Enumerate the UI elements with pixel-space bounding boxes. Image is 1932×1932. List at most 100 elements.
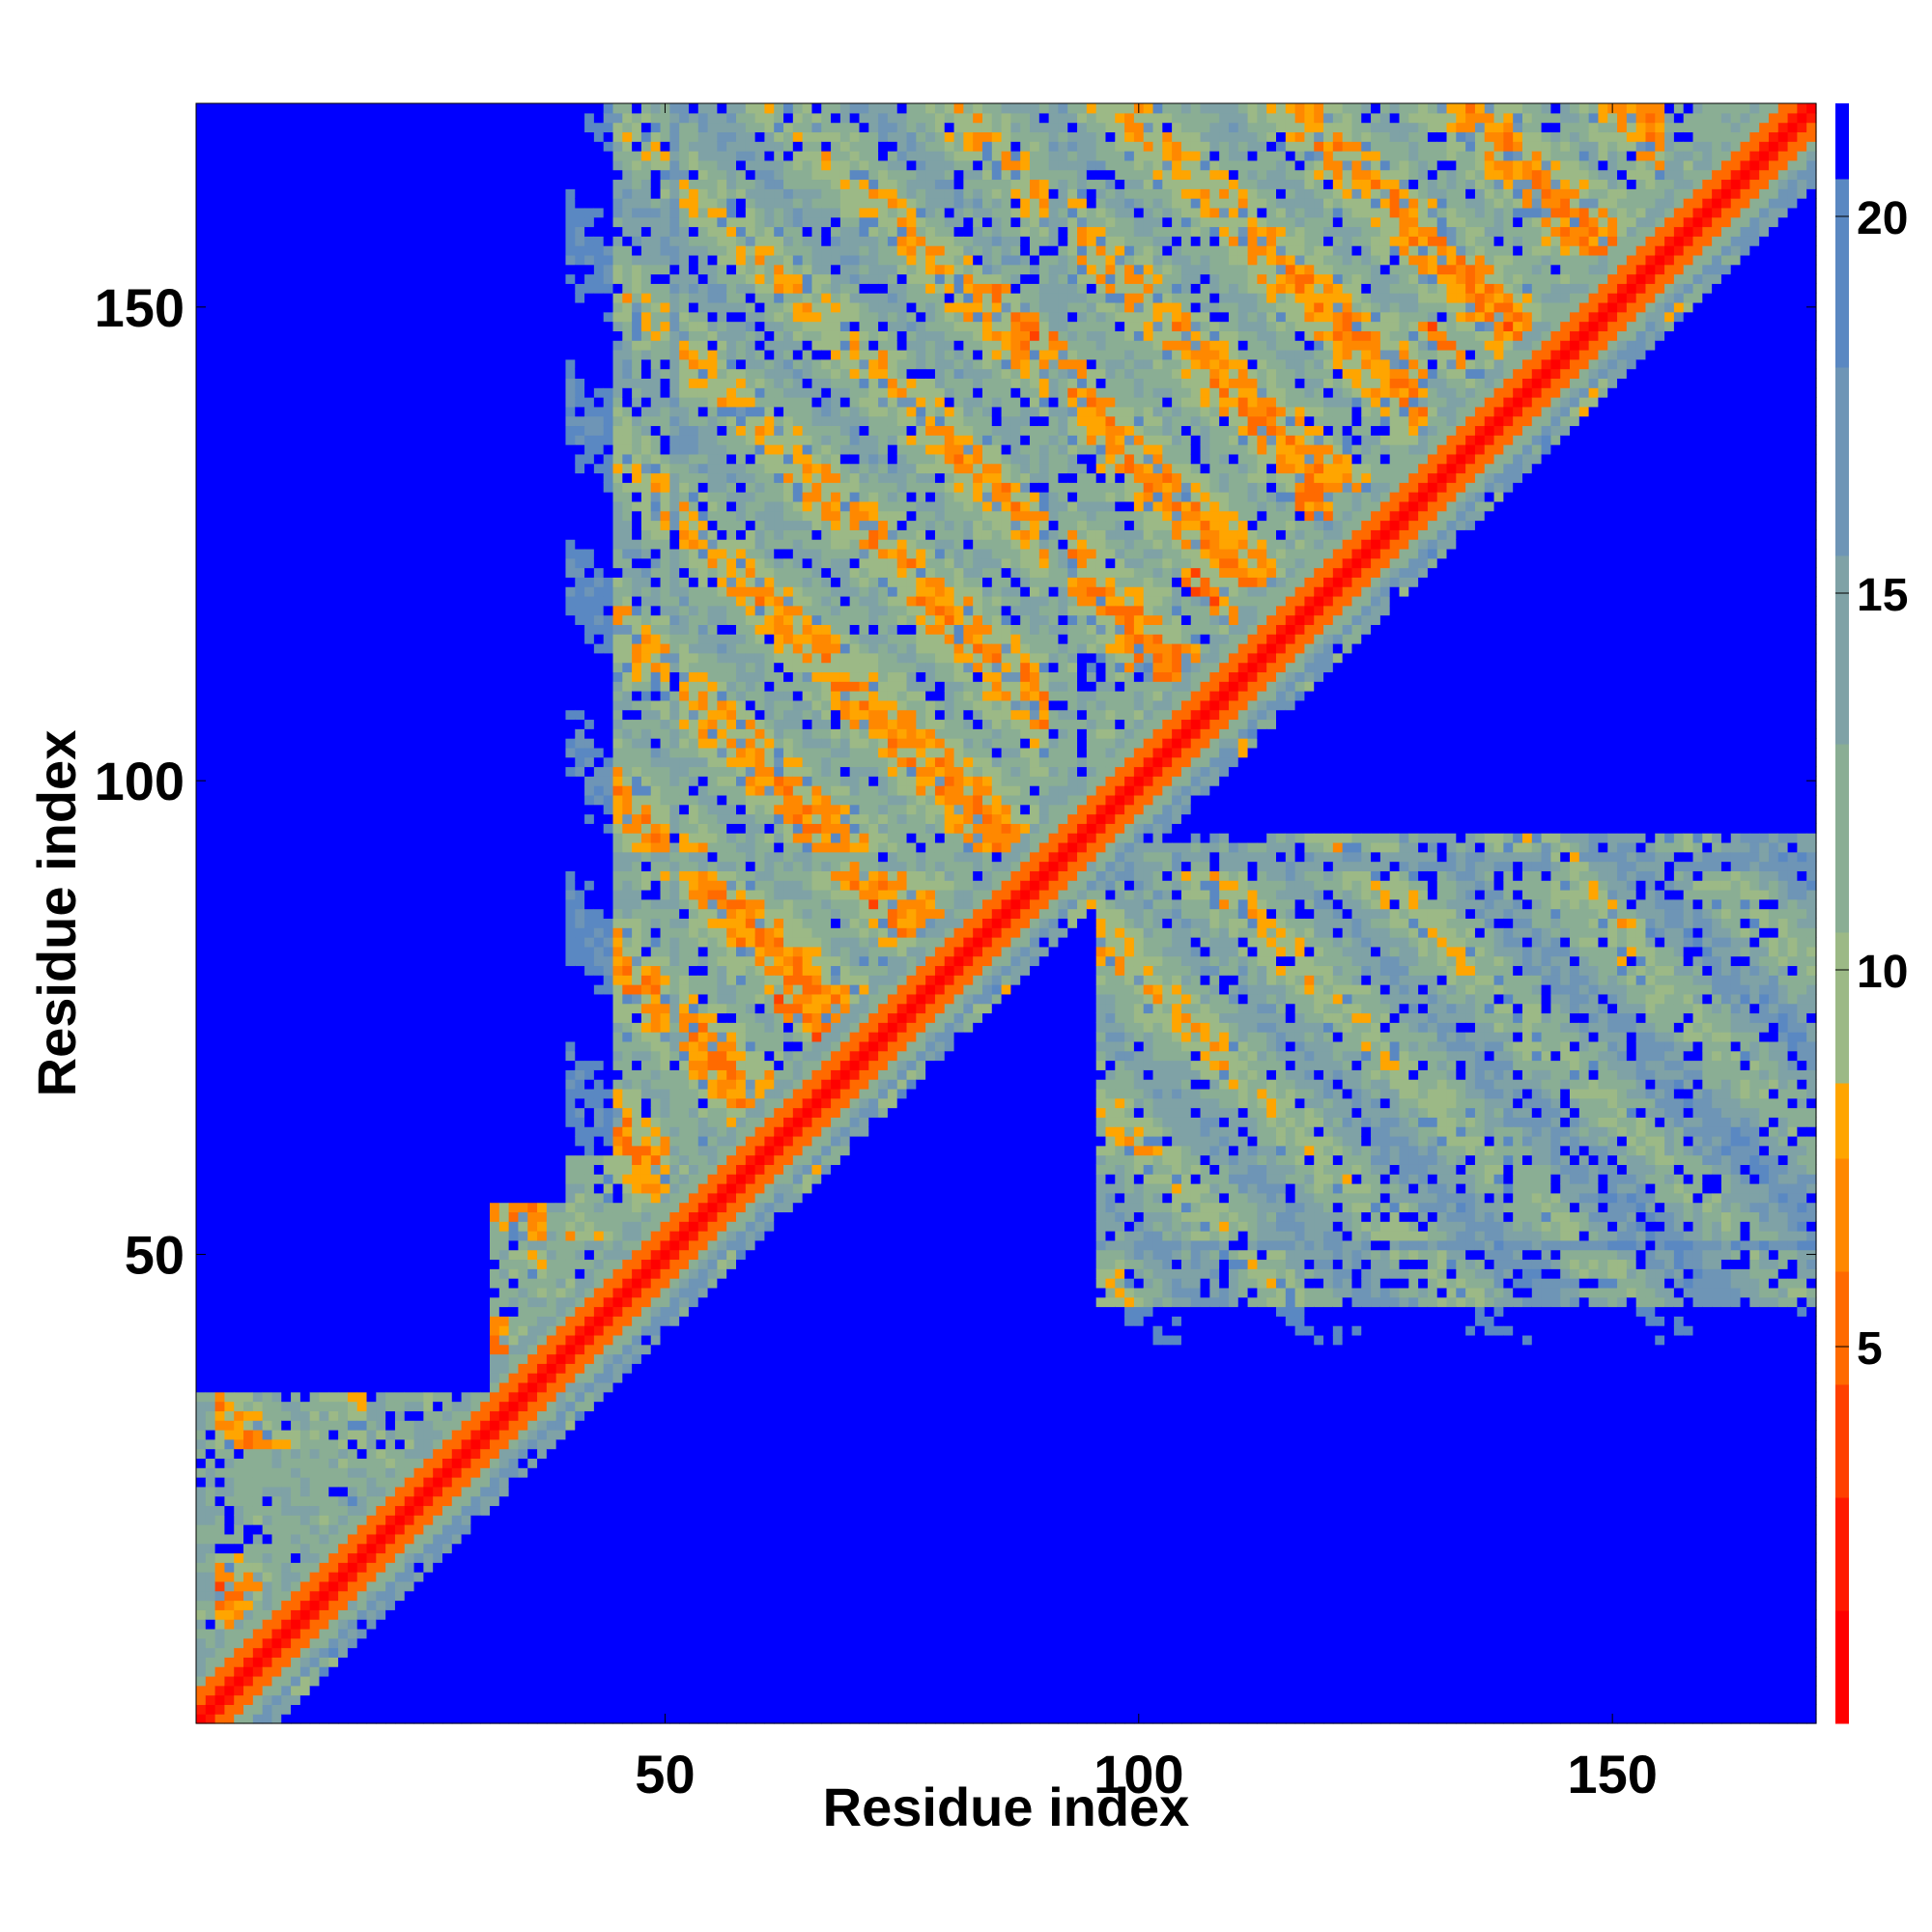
heatmap-cell xyxy=(404,1012,415,1023)
heatmap-cell xyxy=(441,283,453,294)
heatmap-cell xyxy=(262,378,273,388)
heatmap-cell xyxy=(319,1296,329,1308)
heatmap-cell xyxy=(394,463,406,474)
heatmap-cell xyxy=(376,1458,386,1468)
heatmap-cell xyxy=(413,756,424,768)
heatmap-cell xyxy=(271,236,282,246)
heatmap-cell xyxy=(347,870,358,881)
heatmap-cell xyxy=(234,1458,244,1468)
heatmap-cell xyxy=(338,975,349,985)
heatmap-cell xyxy=(366,112,377,124)
heatmap-cell xyxy=(262,889,273,900)
heatmap-cell xyxy=(413,1580,424,1592)
heatmap-cell xyxy=(271,425,282,436)
heatmap-cell xyxy=(224,254,235,266)
heatmap-cell xyxy=(224,1628,235,1639)
heatmap-cell xyxy=(234,1381,244,1393)
heatmap-cell xyxy=(271,472,282,483)
heatmap-cell xyxy=(252,747,264,758)
heatmap-cell xyxy=(328,1533,339,1545)
heatmap-cell xyxy=(385,813,396,824)
heatmap-cell xyxy=(214,1040,226,1052)
heatmap-cell xyxy=(299,1268,311,1279)
heatmap-cell xyxy=(243,965,254,976)
heatmap-cell xyxy=(385,1268,396,1279)
heatmap-cell xyxy=(234,1714,244,1724)
heatmap-cell xyxy=(470,1619,481,1630)
heatmap-cell xyxy=(196,1373,207,1383)
heatmap-cell xyxy=(196,1619,207,1630)
heatmap-cell xyxy=(413,1666,424,1677)
heatmap-cell xyxy=(234,671,244,682)
heatmap-cell xyxy=(366,1174,377,1184)
heatmap-cell xyxy=(404,614,415,625)
heatmap-cell xyxy=(394,1145,406,1156)
heatmap-cell xyxy=(347,1543,358,1554)
heatmap-cell xyxy=(441,1448,453,1460)
heatmap-cell xyxy=(441,340,453,351)
heatmap-cell xyxy=(347,179,358,189)
heatmap-cell xyxy=(441,216,453,228)
heatmap-cell xyxy=(214,652,226,664)
heatmap-cell xyxy=(224,1221,235,1232)
heatmap-cell xyxy=(441,719,453,729)
heatmap-cell xyxy=(461,1249,472,1261)
heatmap-cell xyxy=(441,529,453,540)
heatmap-cell xyxy=(271,586,282,597)
heatmap-cell xyxy=(299,823,311,834)
heatmap-cell xyxy=(271,453,282,465)
heatmap-cell xyxy=(451,1126,463,1137)
heatmap-cell xyxy=(366,492,377,502)
heatmap-cell xyxy=(271,1088,282,1099)
heatmap-cell xyxy=(271,1562,282,1573)
heatmap-cell xyxy=(234,1183,244,1194)
heatmap-cell xyxy=(214,918,226,928)
heatmap-cell xyxy=(423,1353,434,1364)
heatmap-cell xyxy=(262,681,273,692)
heatmap-cell xyxy=(413,1022,424,1033)
heatmap-cell xyxy=(224,918,235,928)
heatmap-cell xyxy=(376,1619,386,1630)
heatmap-cell xyxy=(461,368,472,380)
heatmap-cell xyxy=(376,937,386,948)
heatmap-cell xyxy=(271,918,282,928)
heatmap-cell xyxy=(404,1580,415,1592)
heatmap-cell xyxy=(338,1420,349,1431)
heatmap-cell xyxy=(243,179,254,189)
heatmap-cell xyxy=(196,699,207,711)
heatmap-cell xyxy=(441,453,453,465)
heatmap-cell xyxy=(262,662,273,673)
heatmap-cell xyxy=(404,463,415,474)
heatmap-cell xyxy=(205,387,216,398)
heatmap-cell xyxy=(205,112,216,124)
heatmap-cell xyxy=(243,216,254,228)
heatmap-cell xyxy=(243,520,254,530)
heatmap-cell xyxy=(356,216,368,228)
heatmap-cell xyxy=(441,1154,453,1165)
heatmap-cell xyxy=(319,889,329,900)
heatmap-cell xyxy=(451,1533,463,1545)
heatmap-cell xyxy=(299,539,311,550)
heatmap-cell xyxy=(291,747,301,758)
heatmap-cell xyxy=(441,1495,453,1507)
heatmap-cell xyxy=(224,1268,235,1279)
heatmap-cell xyxy=(451,577,463,587)
heatmap-cell xyxy=(347,1590,358,1602)
heatmap-cell xyxy=(224,159,235,171)
heatmap-cell xyxy=(413,1675,424,1687)
heatmap-cell xyxy=(262,1183,273,1194)
heatmap-cell xyxy=(224,406,235,417)
heatmap-cell xyxy=(356,1495,368,1507)
heatmap-cell xyxy=(291,1316,301,1326)
heatmap-cell xyxy=(271,131,282,142)
heatmap-cell xyxy=(252,1259,264,1269)
heatmap-cell xyxy=(413,747,424,758)
heatmap-cell xyxy=(385,397,396,408)
heatmap-cell xyxy=(376,1145,386,1156)
heatmap-cell xyxy=(433,1040,443,1052)
heatmap-cell xyxy=(196,1580,207,1592)
heatmap-cell xyxy=(262,368,273,380)
heatmap-cell xyxy=(309,1694,321,1705)
heatmap-cell xyxy=(394,1117,406,1127)
heatmap-cell xyxy=(433,804,443,815)
